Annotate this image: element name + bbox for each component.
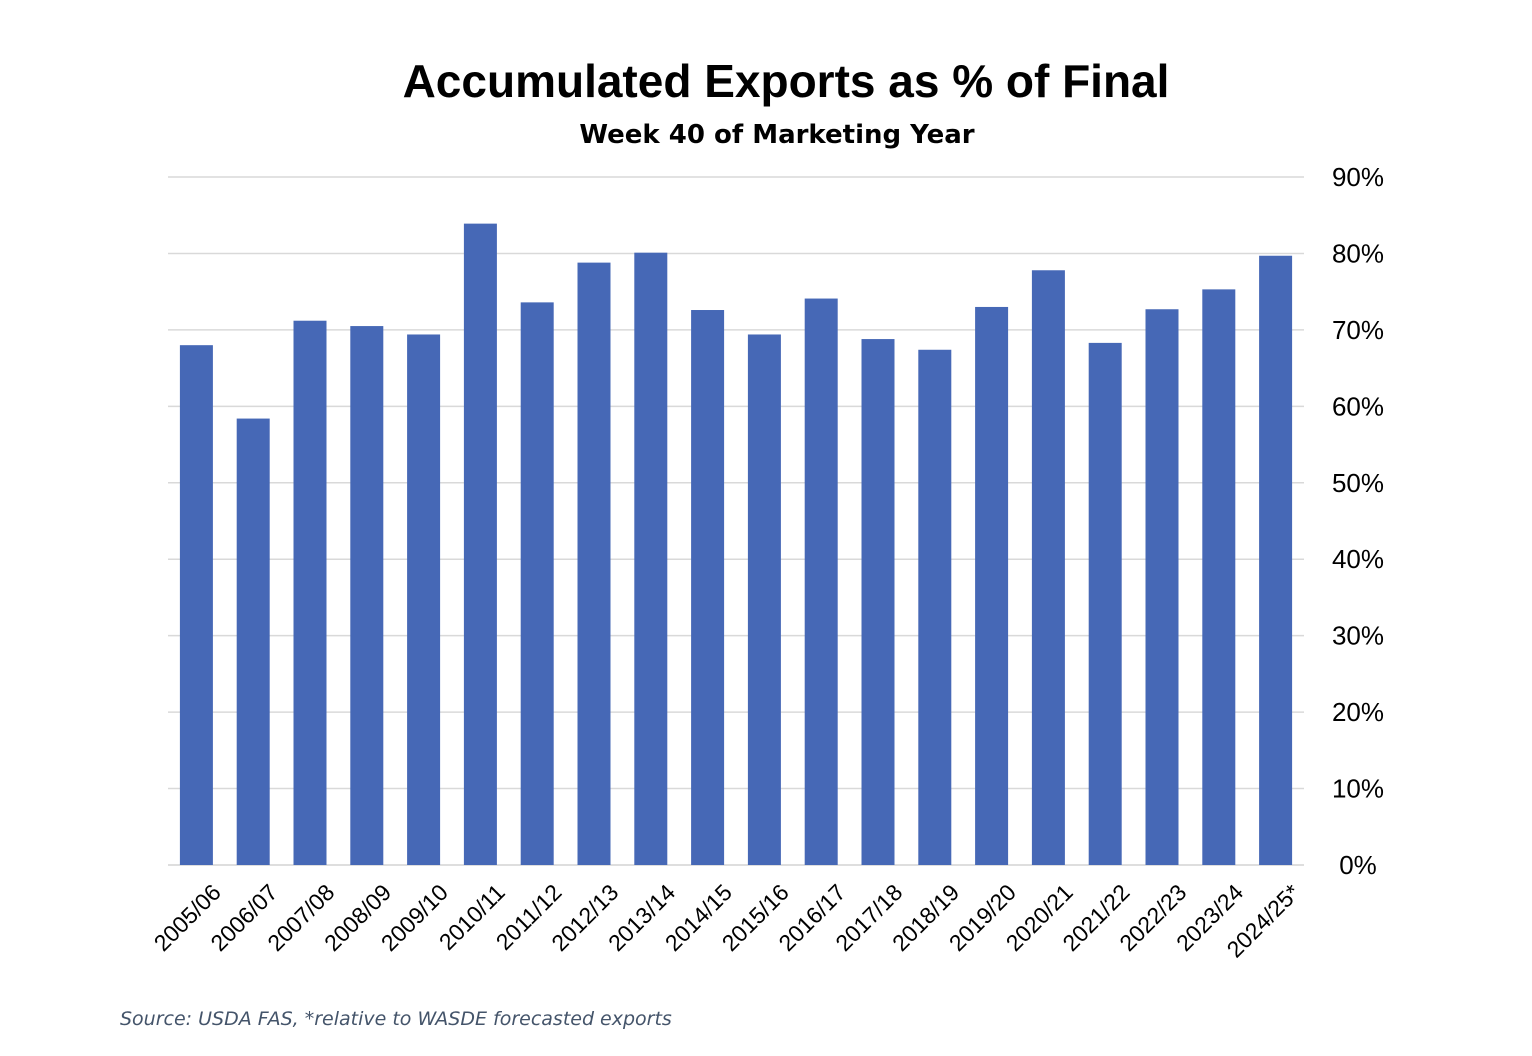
y-tick-label: 40% bbox=[1332, 544, 1384, 574]
bar bbox=[407, 334, 441, 865]
bar bbox=[747, 334, 781, 865]
y-tick-label: 20% bbox=[1332, 697, 1384, 727]
bar bbox=[350, 326, 384, 866]
bar bbox=[691, 310, 725, 866]
gridlines bbox=[168, 176, 1304, 866]
bar bbox=[1202, 289, 1236, 866]
chart-title: Accumulated Exports as % of Final bbox=[402, 55, 1170, 107]
bar bbox=[1088, 342, 1122, 866]
bar bbox=[1259, 255, 1293, 865]
y-tick-label: 0% bbox=[1339, 850, 1377, 880]
y-tick-label: 50% bbox=[1332, 468, 1384, 498]
y-tick-label: 80% bbox=[1332, 238, 1384, 268]
bar bbox=[293, 320, 327, 865]
y-tick-label: 30% bbox=[1332, 621, 1384, 651]
source-note: Source: USDA FAS, *relative to WASDE for… bbox=[120, 1008, 672, 1030]
bar bbox=[1031, 270, 1065, 865]
y-axis-tick-labels: 0% 10% 20% 30% 40% 50% 60% 70% 80% 90% bbox=[1332, 162, 1384, 880]
bar bbox=[1145, 309, 1179, 865]
bar bbox=[463, 223, 497, 865]
y-tick-label: 90% bbox=[1332, 162, 1384, 192]
bar bbox=[520, 302, 554, 865]
bar bbox=[918, 349, 952, 866]
bar bbox=[634, 252, 668, 865]
bar bbox=[179, 345, 213, 866]
bar bbox=[975, 306, 1009, 865]
bars bbox=[179, 223, 1293, 866]
bar bbox=[577, 262, 611, 865]
y-tick-label: 60% bbox=[1332, 391, 1384, 421]
y-tick-label: 10% bbox=[1332, 774, 1384, 804]
y-tick-label: 70% bbox=[1332, 315, 1384, 345]
bar bbox=[861, 339, 895, 865]
bar bbox=[236, 418, 270, 865]
bar bbox=[804, 298, 838, 866]
chart-subtitle: Week 40 of Marketing Year bbox=[579, 120, 975, 150]
x-axis-tick-labels: 2005/062006/072007/082008/092009/102010/… bbox=[149, 879, 1305, 963]
